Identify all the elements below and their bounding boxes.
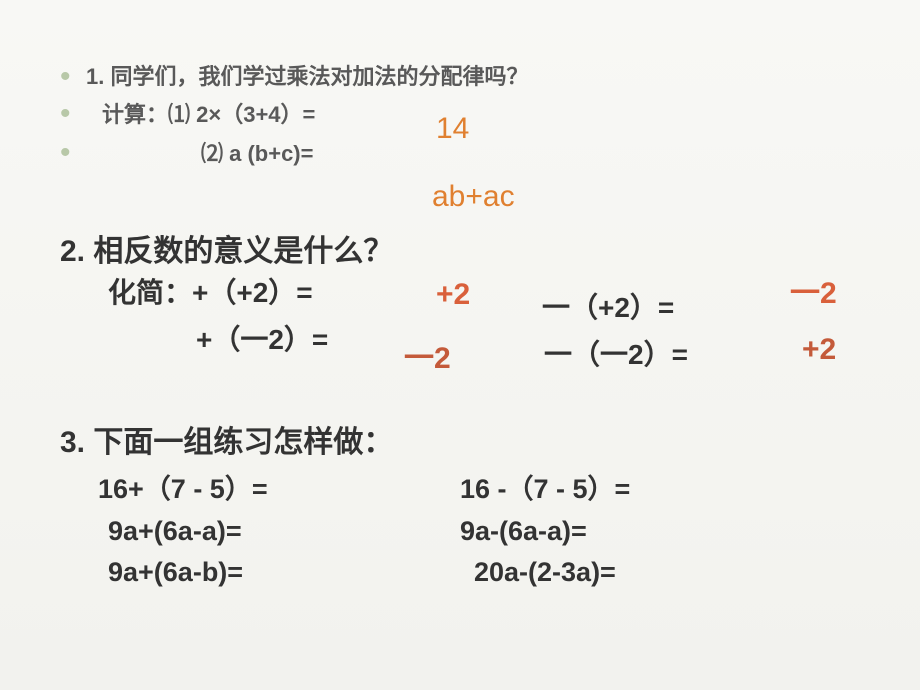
q1-expr1: ⑴ 2×（3+4）= (168, 102, 315, 127)
q3-r3c1: 9a+(6a-b)= (60, 552, 460, 594)
q2-expr-l2c2: 一（一2）= (544, 333, 688, 373)
q3-row3: 9a+(6a-b)= 20a-(2-3a)= (60, 552, 870, 594)
q2-title: 2. 相反数的意义是什么？ (60, 226, 870, 270)
q3-r2c2: 9a-(6a-a)= (460, 511, 587, 553)
q2-expr-l1c1: +（+2）= (192, 277, 313, 308)
q3-row1: 16+（7 - 5）= 16 -（7 - 5）= (60, 469, 870, 511)
q2-ans-l1c2: 一2 (790, 268, 837, 312)
q3-r1c2: 16 -（7 - 5）= (460, 469, 630, 511)
q3-row2: 9a+(6a-a)= 9a-(6a-a)= (60, 511, 870, 553)
q1-title-line: • 1. 同学们，我们学过乘法对加法的分配律吗？ (60, 60, 870, 93)
q3-r2c1: 9a+(6a-a)= (60, 511, 460, 553)
q2-ans-l1c1: +2 (436, 278, 470, 312)
q1-calc1: 计算：⑴ 2×（3+4）= (86, 97, 315, 132)
q2-expr-l2c1: +（一2）= (60, 317, 870, 363)
bullet-icon: • (60, 97, 72, 130)
q2-ans-l2c1: 一2 (404, 333, 451, 377)
slide-container: • 1. 同学们，我们学过乘法对加法的分配律吗？ • 计算：⑴ 2×（3+4）=… (0, 0, 920, 690)
q1-expr2: ⑵ a (b+c)= (86, 136, 313, 171)
bullet-icon: • (60, 60, 72, 93)
q3-r1c1: 16+（7 - 5）= (60, 469, 460, 511)
q1-answer1: 14 (436, 112, 469, 146)
bullet-icon: • (60, 136, 72, 169)
simplify-label: 化简： (108, 277, 192, 308)
q1-answer2: ab+ac (432, 180, 515, 214)
q2-expr-l1c2: 一（+2）= (542, 286, 674, 326)
q3-title: 3. 下面一组练习怎样做： (60, 417, 870, 461)
q3-r3c2: 20a-(2-3a)= (460, 552, 616, 594)
calc-label: 计算： (102, 102, 168, 127)
q3-block: 3. 下面一组练习怎样做： 16+（7 - 5）= 16 -（7 - 5）= 9… (60, 417, 870, 595)
q1-title: 1. 同学们，我们学过乘法对加法的分配律吗？ (86, 60, 528, 93)
q2-ans-l2c2: +2 (802, 333, 836, 367)
